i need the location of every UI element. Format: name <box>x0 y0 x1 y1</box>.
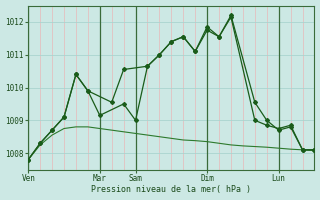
X-axis label: Pression niveau de la mer( hPa ): Pression niveau de la mer( hPa ) <box>91 185 251 194</box>
